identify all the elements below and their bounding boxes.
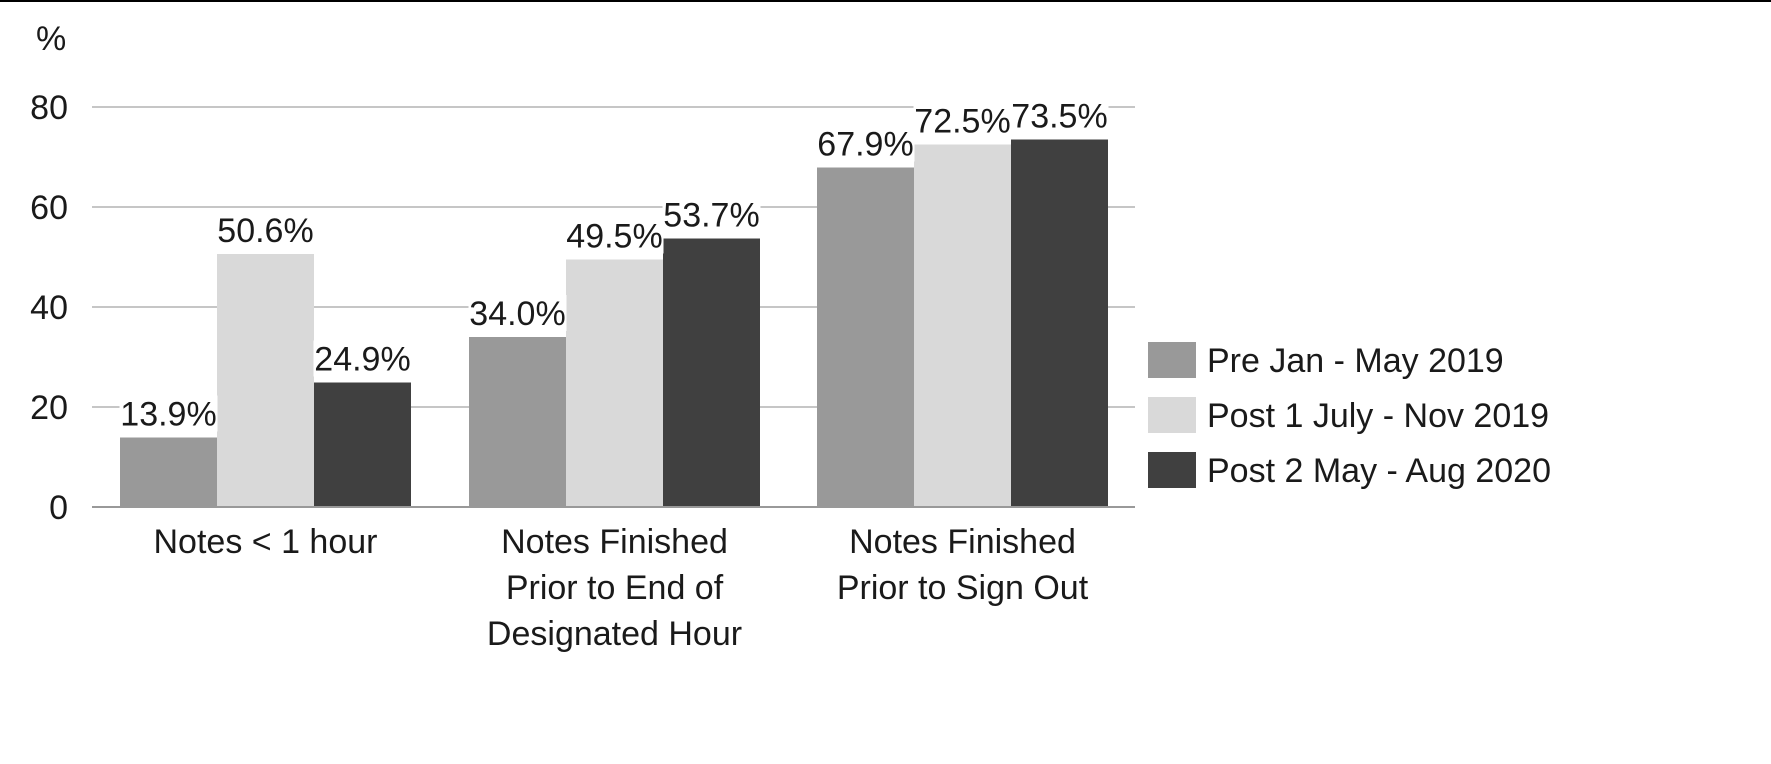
y-axis-label: % — [36, 20, 66, 58]
bar — [314, 382, 411, 507]
bar — [817, 167, 914, 507]
y-tick-label: 80 — [30, 89, 68, 127]
legend-label: Post 1 July - Nov 2019 — [1207, 397, 1549, 435]
x-tick-label: Prior to End of — [506, 569, 724, 607]
bar — [217, 254, 314, 507]
x-tick-label: Notes < 1 hour — [154, 523, 378, 561]
bar — [1011, 139, 1108, 507]
y-tick-label: 60 — [30, 189, 68, 227]
data-label: 73.5% — [1011, 98, 1107, 136]
bar — [566, 259, 663, 507]
x-tick-label: Designated Hour — [487, 615, 742, 653]
data-label-background — [1010, 97, 1109, 134]
legend: Pre Jan - May 2019 Post 1 July - Nov 2019… — [1148, 342, 1551, 490]
data-label: 49.5% — [566, 218, 662, 256]
data-label-background — [662, 196, 761, 233]
data-label-background — [816, 125, 915, 162]
data-labels: 13.9% 34.0% 67.9% 50.6% 49.5% 72.5% 24.9% 53.7%… — [119, 97, 1109, 434]
y-axis-ticks: 0 20 40 60 80 — [30, 89, 68, 527]
legend-swatch — [1148, 397, 1196, 433]
y-tick-label: 0 — [49, 489, 68, 527]
data-label: 13.9% — [120, 396, 216, 434]
legend-swatch — [1148, 342, 1196, 378]
legend-swatch — [1148, 452, 1196, 488]
bar — [914, 144, 1011, 507]
bar — [469, 337, 566, 507]
y-tick-label: 20 — [30, 389, 68, 427]
data-label: 67.9% — [817, 126, 913, 164]
category-labels: Notes < 1 hour Notes Finished Prior to End… — [154, 523, 1089, 653]
data-label: 24.9% — [314, 341, 410, 379]
data-label-background — [913, 102, 1012, 139]
bars — [120, 139, 1108, 507]
legend-label: Post 2 May - Aug 2020 — [1207, 452, 1551, 490]
bar — [120, 437, 217, 507]
data-label: 72.5% — [914, 103, 1010, 141]
data-label-background — [468, 295, 567, 331]
x-tick-label: Notes Finished — [501, 523, 728, 561]
legend-label: Pre Jan - May 2019 — [1207, 342, 1504, 380]
y-tick-label: 40 — [30, 289, 68, 327]
data-label: 34.0% — [469, 295, 565, 333]
x-tick-label: Prior to Sign Out — [837, 569, 1089, 607]
x-tick-label: Notes Finished — [849, 523, 1076, 561]
bar — [663, 238, 760, 507]
data-label: 50.6% — [217, 212, 313, 250]
data-label-background — [313, 340, 412, 377]
data-label: 53.7% — [663, 197, 759, 235]
data-label-background — [119, 395, 218, 432]
data-label-background — [565, 217, 664, 254]
data-label-background — [216, 212, 315, 248]
